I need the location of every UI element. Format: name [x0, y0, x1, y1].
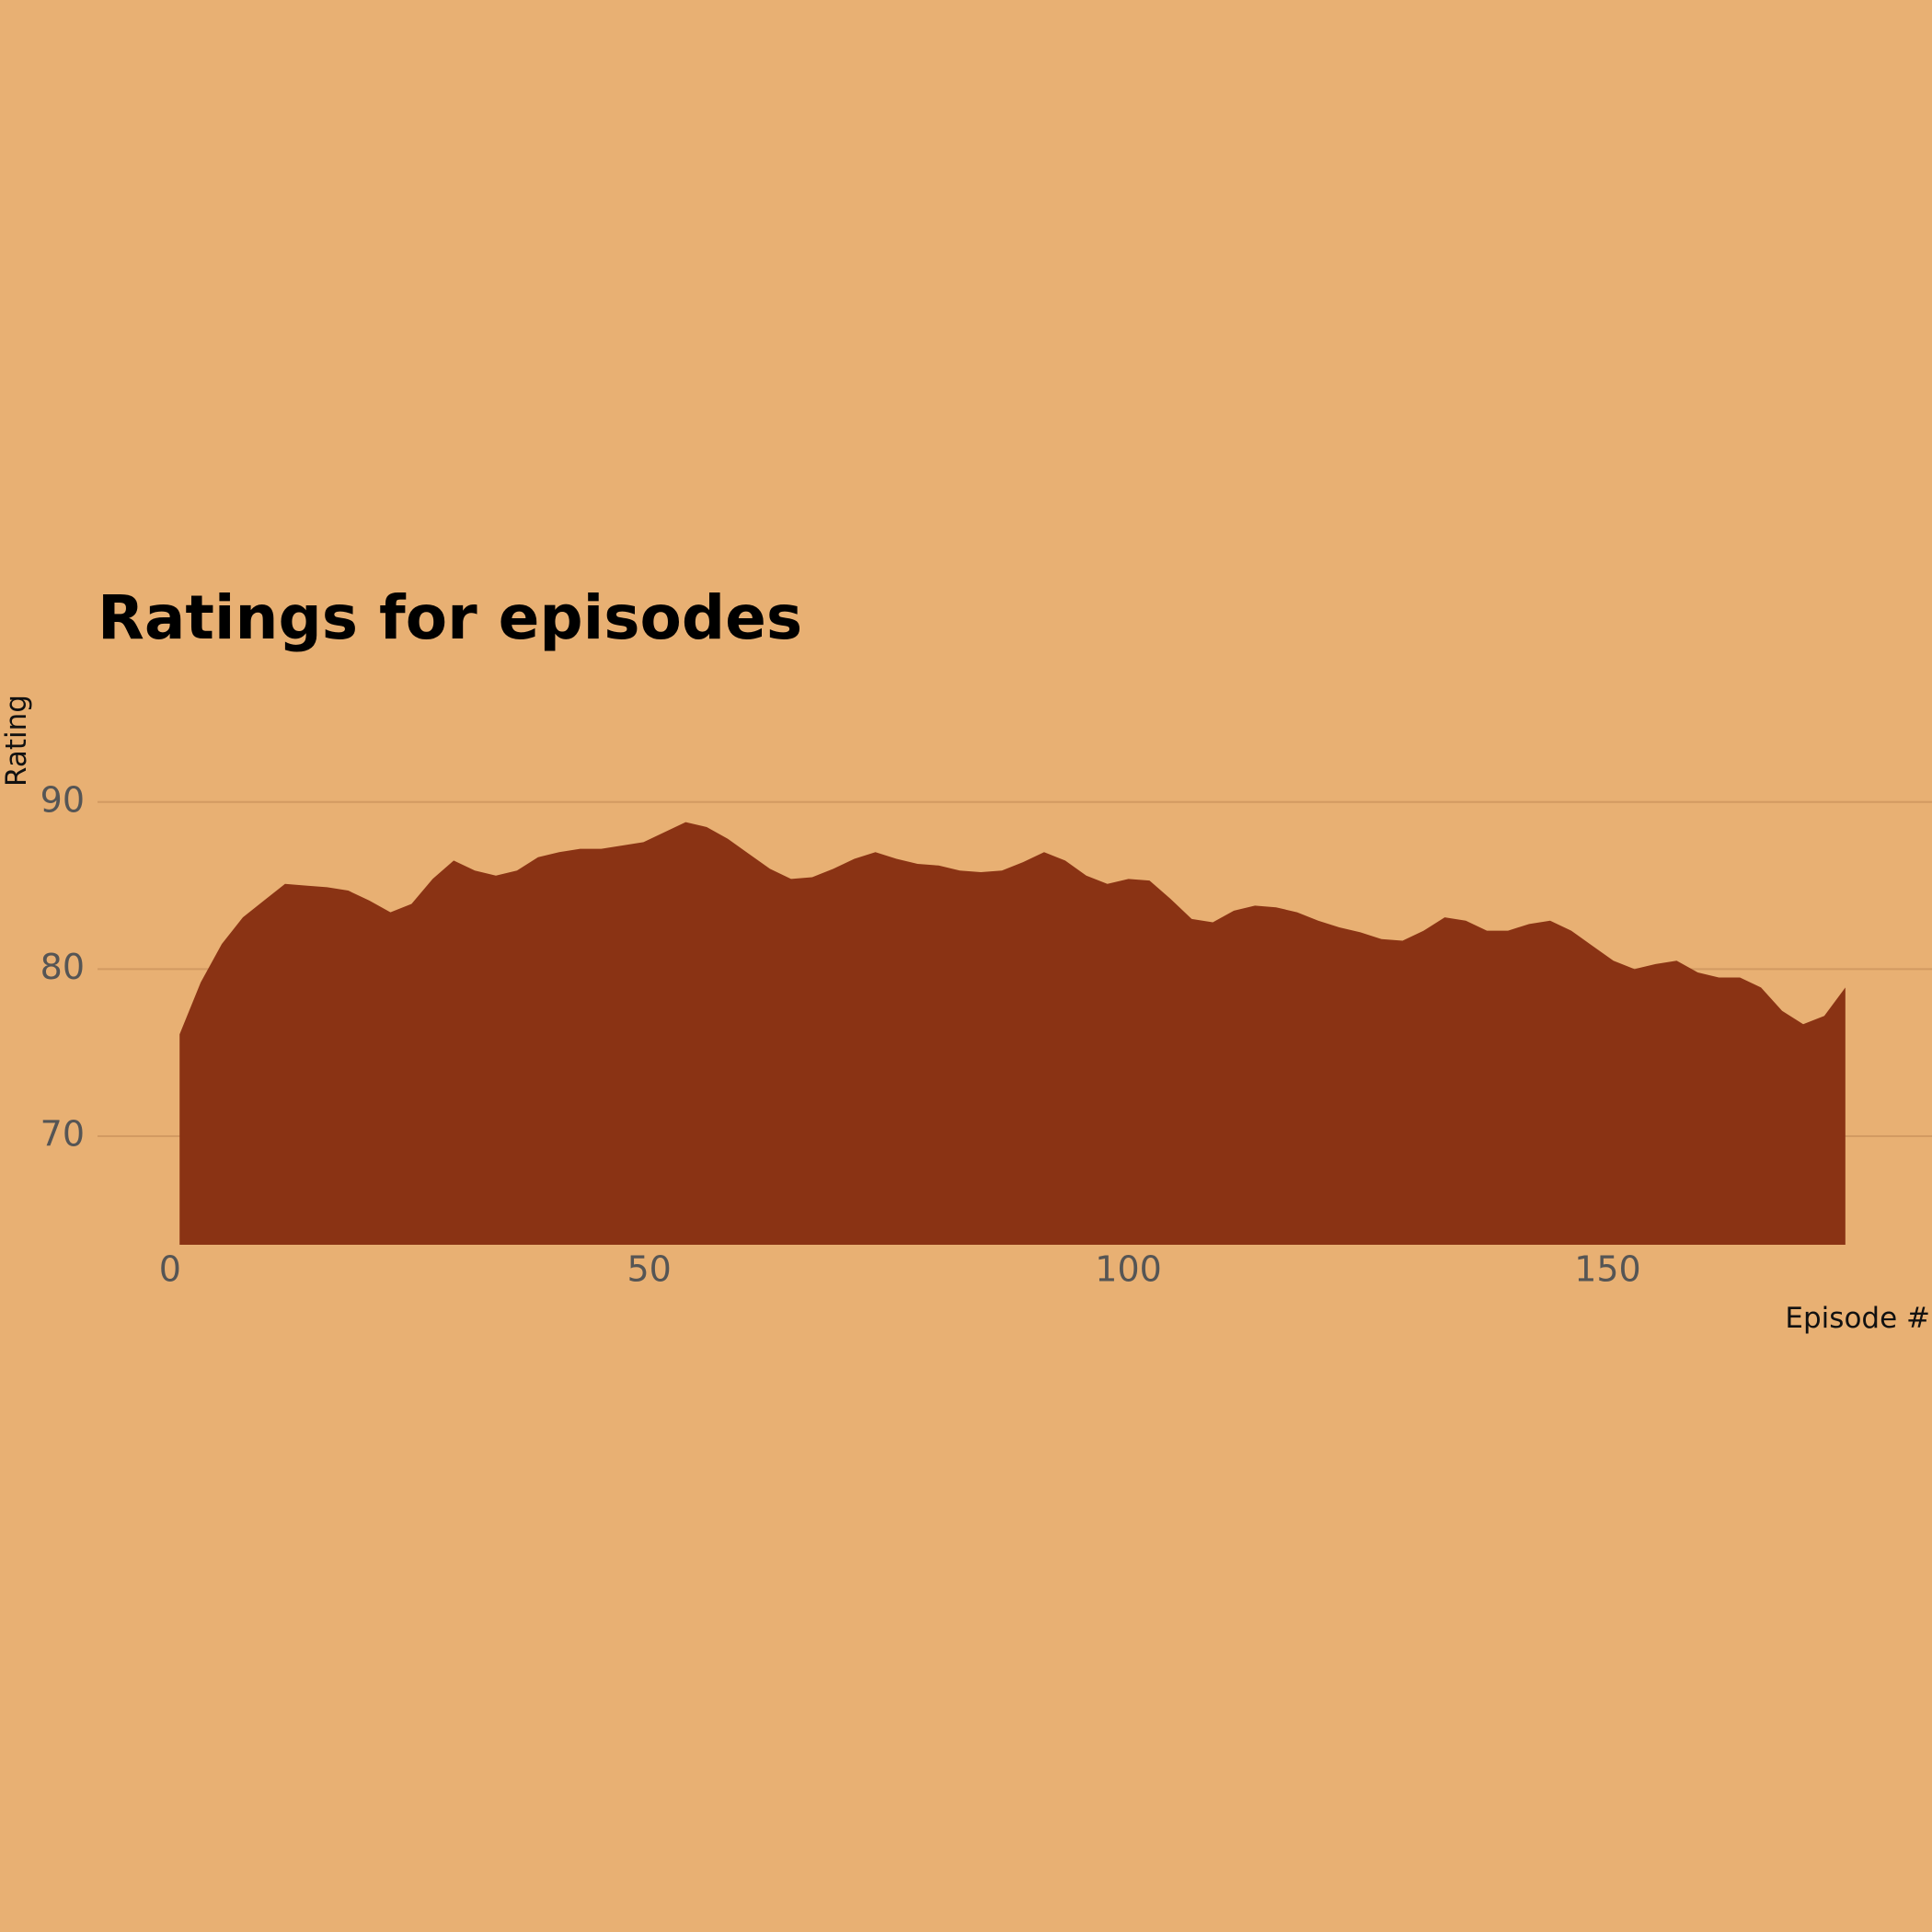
x-axis-title: Episode #	[1785, 1302, 1930, 1335]
y-tick-label: 70	[40, 1113, 85, 1154]
area	[179, 822, 1846, 1245]
y-tick-label: 80	[40, 947, 85, 987]
x-tick-label: 150	[1574, 1249, 1641, 1290]
y-tick-label: 90	[40, 779, 85, 820]
x-tick-label: 0	[159, 1249, 181, 1290]
x-tick-label: 100	[1095, 1249, 1162, 1290]
x-tick-label: 50	[627, 1249, 672, 1290]
chart-title: Ratings for episodes	[98, 582, 802, 653]
y-axis-title: Rating	[0, 695, 33, 787]
